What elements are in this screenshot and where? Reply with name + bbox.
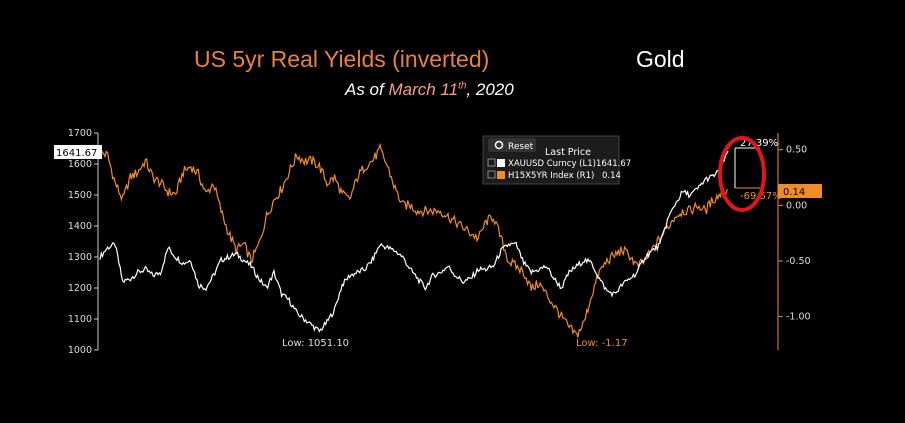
gold-last-value-box <box>54 145 102 159</box>
chart-subtitle: As of March 11th, 2020 <box>345 80 514 100</box>
subtitle-date: March 11th <box>388 80 466 99</box>
gold-low-label: Low: 1051.10 <box>282 338 349 349</box>
legend-expand-icon-2[interactable] <box>487 170 496 179</box>
legend-swatch-yield <box>497 171 505 179</box>
legend-item-gold-value: 1641.67 <box>596 159 631 169</box>
left-tick-label: 1100 <box>68 314 92 325</box>
right-axis-ticks: -1.00 -0.50 0.00 0.50 <box>778 145 811 323</box>
left-tick-label: 1200 <box>68 283 92 294</box>
reset-icon <box>494 140 504 150</box>
legend-item-yield-value: 0.14 <box>602 171 621 181</box>
subtitle-ordinal: th <box>458 80 467 92</box>
left-tick-label: 1500 <box>68 190 92 201</box>
left-tick-label: 1700 <box>68 128 92 139</box>
gold-series-line <box>99 150 729 333</box>
yield-low-label: Low: -1.17 <box>576 338 628 349</box>
right-tick-label: 0.00 <box>786 200 807 211</box>
left-tick-label: 1000 <box>68 345 92 356</box>
gold-vs-real-yields-chart: 1000 1100 1200 1300 1400 1500 1600 1700 -1.00 -0… <box>54 128 822 356</box>
legend: Reset Last Price XAUUSD Curncy (L1)1641.… <box>482 135 631 185</box>
yield-last-value: 0.14 <box>783 187 805 198</box>
right-tick-label: -1.00 <box>786 312 811 323</box>
pct-up-label: 27.39% <box>740 138 778 149</box>
yield-last-value-box <box>778 184 822 198</box>
legend-header: Last Price <box>545 147 591 158</box>
right-tick-label: -0.50 <box>786 256 811 267</box>
plot-area <box>55 133 785 355</box>
series-lines <box>99 142 729 338</box>
gold-last-value: 1641.67 <box>56 148 97 159</box>
reset-label: Reset <box>508 142 534 152</box>
legend-swatch-gold <box>497 159 505 167</box>
chart-title-left: US 5yr Real Yields (inverted) <box>194 46 490 72</box>
subtitle-month: March 11 <box>388 80 459 99</box>
legend-item-yield: H15X5YR Index (R1) 0.14 <box>508 171 621 181</box>
yield-series-line <box>99 142 729 338</box>
right-tick-label: 0.50 <box>786 145 807 156</box>
left-tick-label: 1400 <box>68 221 92 232</box>
left-axis-ticks: 1000 1100 1200 1300 1400 1500 1600 1700 <box>68 128 98 356</box>
legend-item-yield-label: H15X5YR Index (R1) <box>508 171 594 181</box>
left-tick-label: 1300 <box>68 252 92 263</box>
legend-item-gold: XAUUSD Curncy (L1)1641.67 <box>508 159 631 169</box>
legend-expand-icon-1[interactable] <box>487 158 496 167</box>
subtitle-prefix: As of <box>345 80 389 99</box>
left-tick-label: 1600 <box>68 159 92 170</box>
highlight-circle <box>718 136 766 212</box>
subtitle-suffix: , 2020 <box>466 80 514 99</box>
legend-item-gold-label: XAUUSD Curncy (L1) <box>508 159 596 169</box>
chart-title-right: Gold <box>636 46 685 72</box>
